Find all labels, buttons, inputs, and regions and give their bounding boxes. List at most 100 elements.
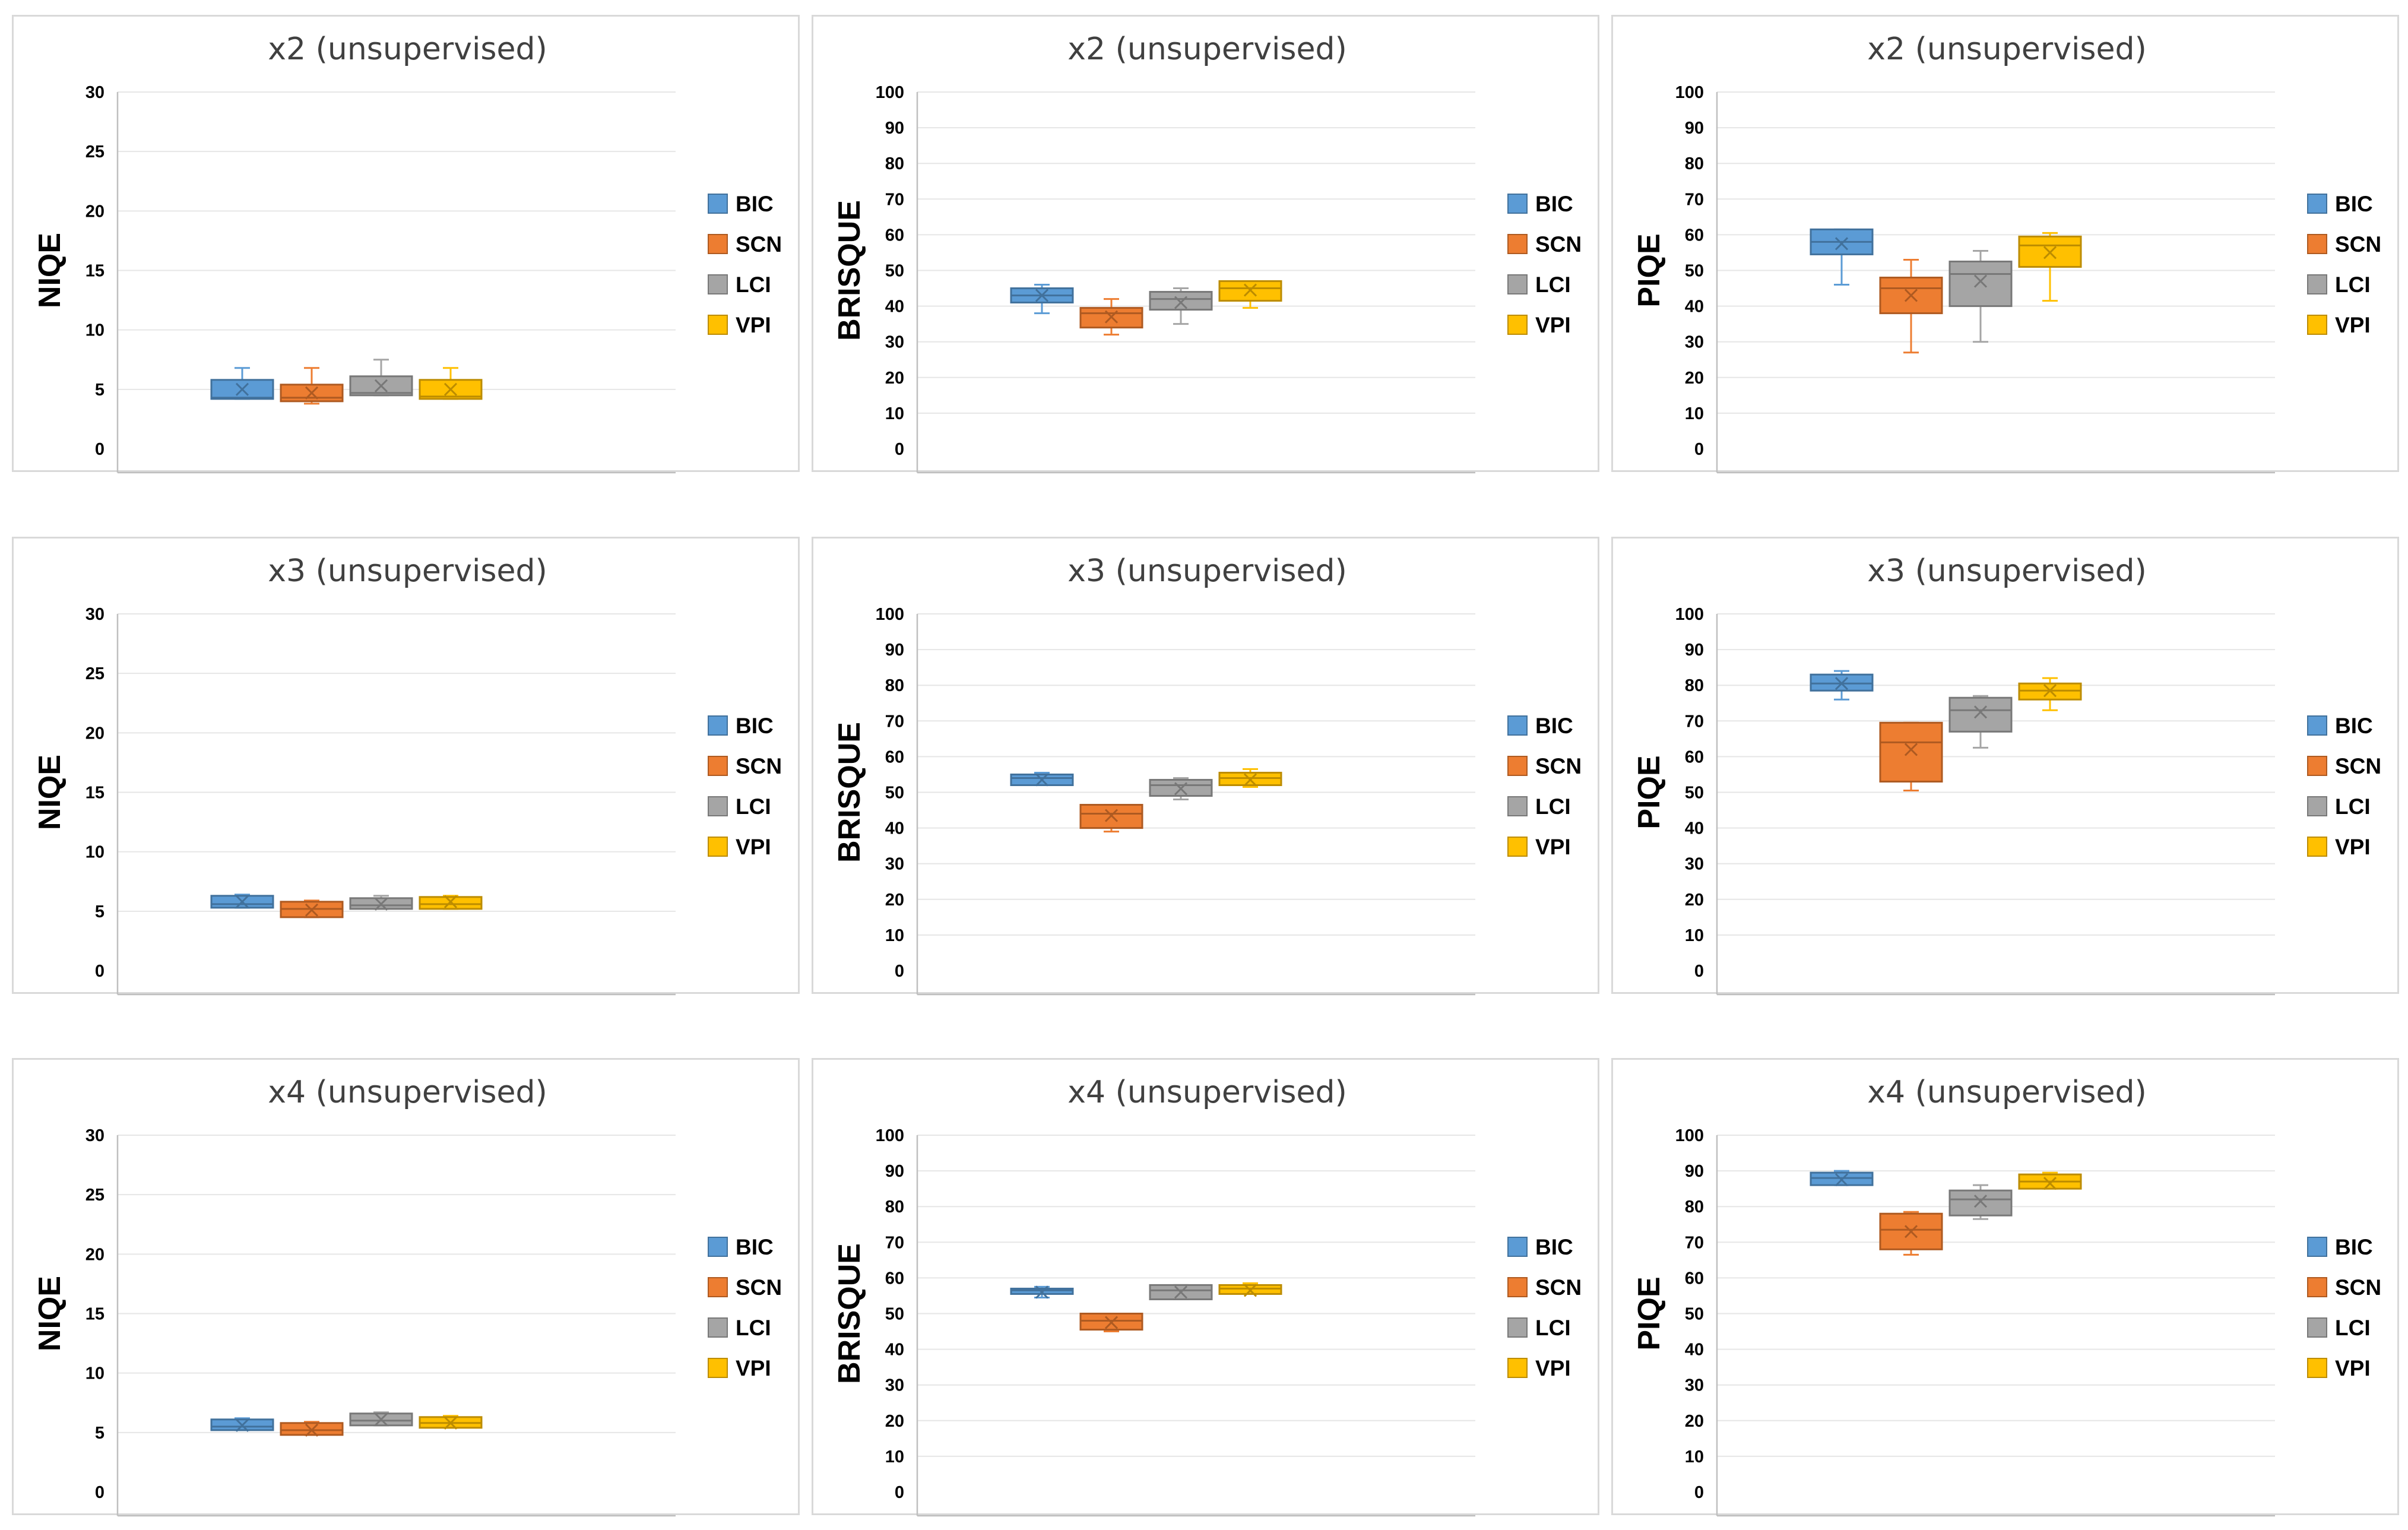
mean-marker	[374, 897, 388, 911]
y-tick-label: 20	[885, 891, 904, 910]
mean-marker	[1904, 1225, 1918, 1238]
chart-title: x4 (unsupervised)	[268, 1075, 547, 1110]
legend-swatch-bic	[2307, 715, 2327, 736]
box-vpi	[1218, 768, 1282, 788]
mean-marker	[1174, 296, 1188, 309]
legend-swatch-lci	[708, 274, 728, 294]
iqr-box	[1948, 260, 2013, 308]
y-tick-label: 20	[1685, 1412, 1704, 1431]
y-tick-label: 70	[885, 1233, 904, 1252]
y-tick-label: 40	[885, 1341, 904, 1360]
legend-label: SCN	[2335, 1275, 2381, 1300]
mean-marker	[1104, 809, 1119, 822]
mean-marker	[1104, 310, 1119, 324]
box-vpi	[419, 367, 483, 400]
legend-label: BIC	[736, 192, 774, 216]
y-tick-label: 70	[885, 190, 904, 209]
chart-panel: x4 (unsupervised) BRISQUE 0 10 20 30 40 50 60 70 8…	[812, 1058, 1599, 1517]
y-tick-label: 80	[1685, 154, 1704, 173]
y-tick-label: 20	[1685, 369, 1704, 388]
legend-label: SCN	[2335, 754, 2381, 778]
chart-panel: x2 (unsupervised) NIQE 0 5 10 15 20 25 30 BIC SCN L…	[12, 15, 800, 474]
mean-marker	[443, 382, 458, 396]
mean-marker	[374, 1412, 388, 1426]
chart-title: x2 (unsupervised)	[1867, 31, 2147, 67]
legend-swatch-vpi	[1507, 1358, 1528, 1378]
legend-swatch-lci	[1507, 1317, 1528, 1338]
y-tick-label: 70	[885, 712, 904, 731]
legend-label: SCN	[1535, 1275, 1582, 1300]
box-plot: x4 (unsupervised) PIQE 0 10 20 30 40 50 60 70 80 90…	[1632, 1075, 2381, 1517]
y-tick-label: 25	[85, 1186, 104, 1205]
box-scn	[280, 1421, 344, 1437]
y-tick-label: 80	[885, 676, 904, 695]
box-bic	[210, 1417, 274, 1432]
y-axis-label: PIQE	[1632, 1276, 1666, 1350]
legend-label: LCI	[1535, 794, 1571, 819]
legend-swatch-scn	[2307, 1277, 2327, 1297]
mean-marker	[2043, 1177, 2057, 1190]
iqr-box	[1948, 1189, 2013, 1217]
y-tick-label: 5	[95, 381, 104, 400]
legend-swatch-scn	[708, 756, 728, 776]
y-tick-label: 40	[1685, 297, 1704, 316]
iqr-box	[1948, 696, 2013, 733]
legend-swatch-bic	[708, 715, 728, 736]
y-tick-label: 15	[85, 784, 104, 803]
legend-swatch-bic	[708, 1237, 728, 1257]
y-tick-label: 30	[85, 83, 104, 102]
box-lci	[349, 895, 413, 911]
box-plot: x2 (unsupervised) NIQE 0 5 10 15 20 25 30 BIC SCN L…	[33, 31, 782, 474]
legend-label: SCN	[736, 1275, 782, 1300]
y-tick-label: 80	[1685, 1198, 1704, 1217]
box-plot: x4 (unsupervised) NIQE 0 5 10 15 20 25 30 BIC SCN L…	[33, 1075, 782, 1517]
legend-label: SCN	[2335, 232, 2381, 256]
y-tick-label: 70	[1685, 712, 1704, 731]
legend-swatch-vpi	[1507, 837, 1528, 857]
mean-marker	[1834, 237, 1849, 251]
legend-label: LCI	[1535, 1316, 1571, 1340]
box-scn	[280, 899, 344, 918]
legend-swatch-bic	[1507, 194, 1528, 214]
y-axis-label: BRISQUE	[832, 200, 867, 341]
y-tick-label: 0	[1694, 1483, 1704, 1502]
box-scn	[1879, 1211, 1943, 1256]
legend-swatch-vpi	[2307, 1358, 2327, 1378]
y-axis-label: NIQE	[33, 233, 67, 308]
chart-panel: x4 (unsupervised) PIQE 0 10 20 30 40 50 60 70 80 90…	[1611, 1058, 2399, 1517]
y-tick-label: 40	[1685, 1341, 1704, 1360]
y-tick-label: 70	[1685, 1233, 1704, 1252]
legend-swatch-lci	[1507, 274, 1528, 294]
box-lci	[349, 1411, 413, 1427]
box-vpi	[2018, 232, 2082, 302]
y-tick-label: 10	[885, 1447, 904, 1466]
legend-swatch-bic	[1507, 715, 1528, 736]
y-tick-label: 40	[885, 819, 904, 838]
y-tick-label: 100	[1675, 605, 1704, 624]
y-tick-label: 80	[885, 1198, 904, 1217]
legend-label: LCI	[736, 273, 771, 297]
chart-title: x2 (unsupervised)	[268, 31, 547, 67]
y-tick-label: 40	[1685, 819, 1704, 838]
mean-marker	[1174, 782, 1188, 796]
chart-title: x3 (unsupervised)	[1867, 553, 2147, 589]
box-lci	[1948, 695, 2013, 749]
chart-title: x3 (unsupervised)	[1067, 553, 1347, 589]
y-tick-label: 70	[1685, 190, 1704, 209]
box-bic	[210, 367, 274, 400]
box-vpi	[1218, 1282, 1282, 1297]
y-tick-label: 50	[885, 784, 904, 803]
iqr-box	[1879, 721, 1943, 783]
y-tick-label: 100	[876, 605, 904, 624]
chart-panel: x3 (unsupervised) BRISQUE 0 10 20 30 40 50 60 70 8…	[812, 537, 1599, 996]
legend-label: LCI	[2335, 273, 2371, 297]
chart-panel: x2 (unsupervised) PIQE 0 10 20 30 40 50 60 70 80 90…	[1611, 15, 2399, 474]
y-tick-label: 0	[895, 1483, 904, 1502]
y-tick-label: 25	[85, 664, 104, 683]
chart-title: x3 (unsupervised)	[268, 553, 547, 589]
legend-label: LCI	[736, 1316, 771, 1340]
chart-title: x4 (unsupervised)	[1867, 1075, 2147, 1110]
chart-title: x2 (unsupervised)	[1067, 31, 1347, 67]
y-tick-label: 10	[85, 321, 104, 340]
